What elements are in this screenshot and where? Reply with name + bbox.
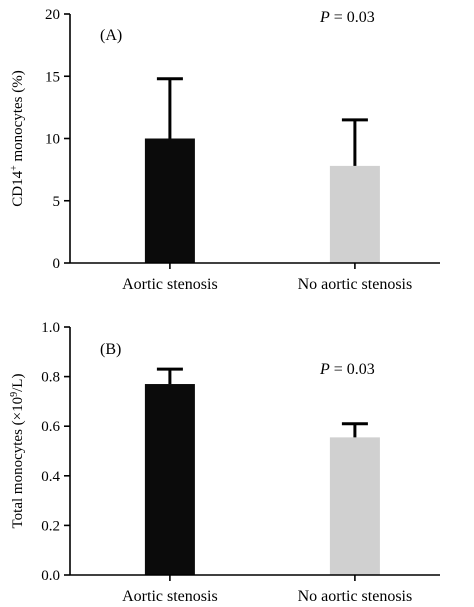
panel-b-ylabel-tail: /L) (10, 374, 26, 392)
panel-a-error-bars (156, 77, 368, 166)
bar (144, 384, 195, 575)
panel-a-y-label: CD14+ monocytes (%) (9, 70, 27, 206)
y-tick-label: 0 (53, 256, 61, 272)
y-tick-label: 1.0 (41, 320, 60, 336)
panel-a-y-ticks: 0 5 10 15 20 (45, 7, 70, 272)
panel-b-p-value: P = 0.03 (319, 361, 375, 378)
panel-a-ylabel-tail: monocytes (%) (10, 70, 26, 165)
y-tick-label: 0.0 (41, 568, 60, 584)
panel-b-ylabel-base: Total monocytes (×10 (10, 397, 26, 529)
panel-b-error-bars (156, 367, 368, 438)
panel-a-p-rest: = 0.03 (330, 9, 375, 26)
panel-b-p-italic: P (319, 361, 330, 378)
y-tick-label: 20 (45, 7, 60, 23)
panel-b-y-label: Total monocytes (×109/L) (9, 374, 27, 529)
x-category-label: No aortic stenosis (298, 276, 413, 293)
panel-a-bars (144, 138, 380, 263)
bar (329, 437, 380, 575)
bar (144, 138, 195, 263)
panel-a-p-italic: P (319, 9, 330, 26)
y-tick-label: 0.2 (41, 518, 60, 534)
panel-a-p-value: P = 0.03 (319, 9, 375, 26)
y-tick-label: 15 (45, 69, 60, 85)
panel-b-chart: 0.0 0.2 0.4 0.6 0.8 1.0 Aortic stenosis No aor… (9, 320, 440, 605)
panel-a-label: (A) (100, 27, 122, 44)
panel-b-x-categories: Aortic stenosis No aortic stenosis (122, 575, 412, 605)
y-tick-label: 10 (45, 132, 60, 148)
panel-a-x-categories: Aortic stenosis No aortic stenosis (122, 263, 412, 293)
panel-b-bars (144, 384, 380, 575)
y-tick-label: 0.6 (41, 419, 60, 435)
panel-a-chart: 0 5 10 15 20 Aortic stenosis No aortic stenos… (9, 7, 440, 293)
x-category-label: Aortic stenosis (122, 588, 218, 605)
panel-b-y-ticks: 0.0 0.2 0.4 0.6 0.8 1.0 (41, 320, 70, 584)
panel-b-label: (B) (100, 341, 121, 358)
y-tick-label: 0.8 (41, 370, 60, 386)
panel-a-ylabel-sup: + (9, 165, 20, 171)
panel-a-ylabel-base: CD14 (10, 170, 26, 206)
bar (329, 165, 380, 263)
x-category-label: No aortic stenosis (298, 588, 413, 605)
y-tick-label: 0.4 (41, 469, 60, 485)
panel-b-ylabel-sup: 9 (9, 392, 20, 397)
y-tick-label: 5 (53, 194, 61, 210)
x-category-label: Aortic stenosis (122, 276, 218, 293)
panel-b-p-rest: = 0.03 (330, 361, 375, 378)
